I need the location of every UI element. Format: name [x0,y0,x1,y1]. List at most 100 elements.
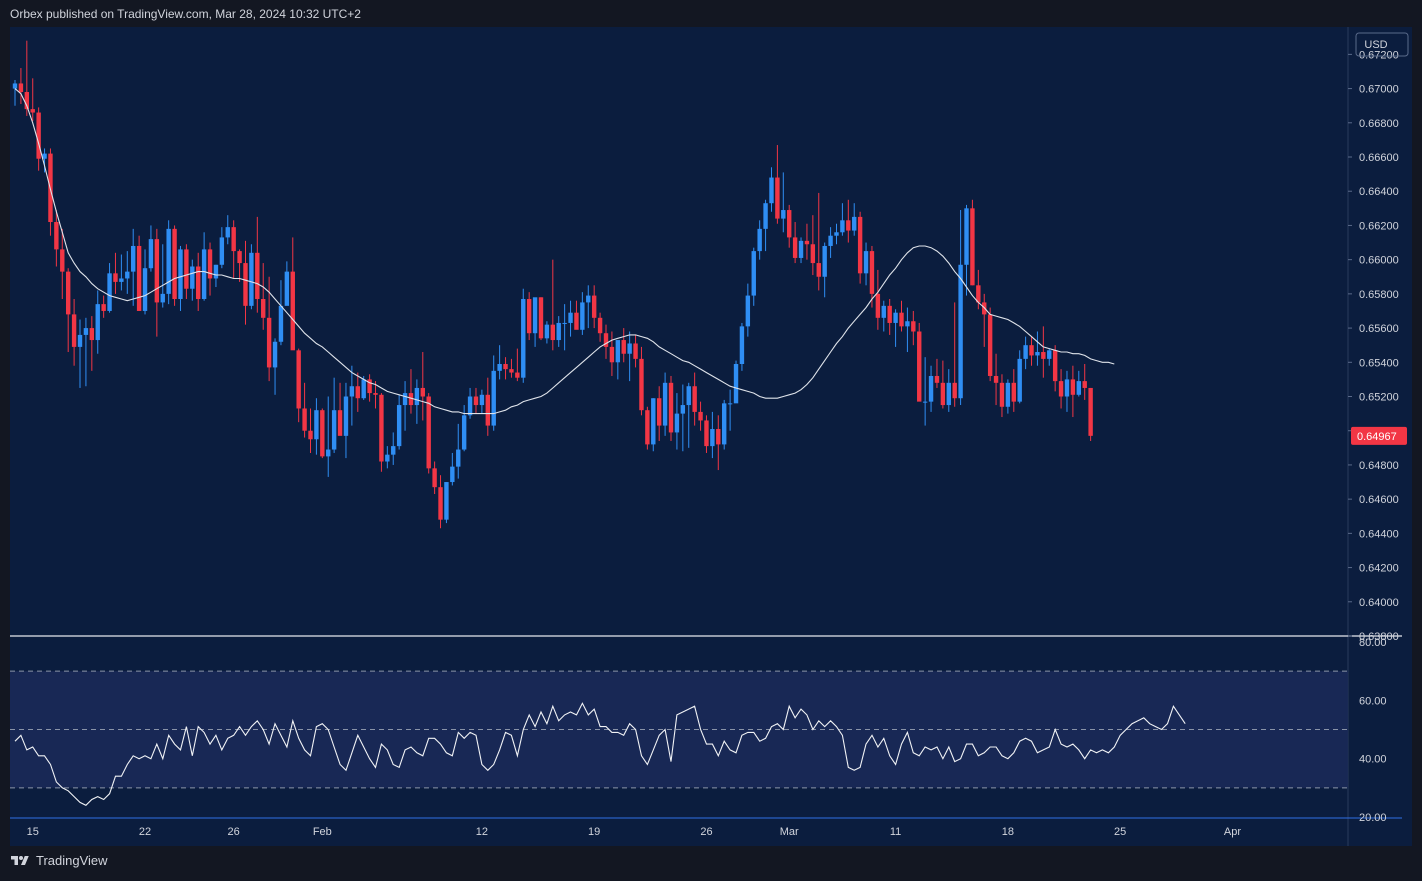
candle-body [107,273,112,311]
price-tick-label: 0.65800 [1359,289,1399,301]
candle-body [77,334,83,347]
candle-body [621,340,626,354]
candle-body [18,83,24,93]
candle-body [479,394,485,406]
time-tick-label: Feb [313,826,332,838]
candle-body [509,369,514,373]
candle-body [1005,382,1011,407]
candle-body [639,358,644,411]
candle-body [36,112,41,159]
candle-body [816,263,821,277]
price-tick-label: 0.65600 [1359,323,1399,335]
time-tick-label: 12 [476,826,488,838]
candle-body [131,245,136,272]
candle-body [426,396,431,469]
candle-body [745,295,751,327]
candle-body [940,382,946,406]
oscillator-tick-label: 40.00 [1359,754,1387,766]
candle-body [266,317,272,368]
candle-body [1035,352,1040,356]
candle-body [414,387,420,406]
price-tick-label: 0.64200 [1359,563,1399,575]
candle-body [284,271,290,306]
chart-frame[interactable]: 0.63800 0.64000 0.64200 0.64400 0.64600 0.648… [10,27,1412,846]
candle-body [651,398,656,445]
candle-body [190,266,195,289]
candle-body [987,314,993,376]
candle-body [12,83,18,89]
candle-body [1070,379,1076,395]
candle-body [83,328,89,335]
candle-body [881,305,886,318]
candle-body [1082,381,1087,388]
candle-body [219,237,225,265]
candle-body [272,341,278,368]
candle-body [302,408,307,431]
candle-body [320,410,325,457]
candle-body [787,210,792,238]
candle-body [905,321,910,327]
candle-body [1017,358,1022,402]
price-tick-label: 0.66600 [1359,152,1399,164]
candle-body [869,251,875,294]
candle-body [733,364,739,404]
chart-svg[interactable]: 0.63800 0.64000 0.64200 0.64400 0.64600 0.648… [10,27,1412,846]
candle-body [928,375,934,402]
candle-body [154,239,160,303]
candle-body [686,386,691,406]
candle-body [526,298,532,334]
candle-body [497,364,502,371]
candle-body [597,317,603,334]
candle-body [586,295,591,303]
candle-body [391,446,396,455]
price-tick-label: 0.67200 [1359,49,1399,61]
candle-body [231,227,236,252]
candle-body [314,410,319,440]
candle-body [166,228,171,294]
price-tick-label: 0.65400 [1359,357,1399,369]
candle-body [834,232,839,236]
time-tick-label: 18 [1002,826,1014,838]
candle-body [674,413,680,433]
price-tick-label: 0.64600 [1359,494,1399,506]
candle-body [804,240,810,245]
candle-body [261,298,266,318]
candle-body [1058,381,1064,397]
price-tick-label: 0.66000 [1359,255,1399,267]
candle-body [373,393,378,395]
candle-body [798,240,804,258]
candle-body [30,109,35,113]
tradingview-brand: TradingView [36,853,108,868]
candle-body [290,271,295,351]
candle-body [213,264,219,279]
candle-body [1029,345,1034,356]
candle-body [172,228,177,299]
price-tick-label: 0.64000 [1359,597,1399,609]
candle-body [852,216,857,231]
candle-body [521,298,526,378]
candle-body [828,235,833,246]
candle-body [550,324,556,341]
candle-body [201,249,207,299]
candle-body [408,393,414,406]
time-tick-label: 26 [228,826,240,838]
oscillator-tick-label: 60.00 [1359,695,1387,707]
candle-body [538,297,544,339]
candle-body [568,312,573,323]
candle-body [857,216,863,274]
currency-box[interactable] [1355,32,1409,57]
candle-body [515,372,520,378]
candle-body [775,177,780,219]
candle-body [178,249,183,299]
candle-body [993,375,999,383]
candle-body [964,208,969,265]
candle-body [355,386,360,399]
candle-body [633,343,638,359]
candle-body [225,227,230,238]
candle-body [656,398,662,426]
candle-body [420,387,425,397]
candle-body [609,346,615,363]
price-tick-label: 0.64800 [1359,460,1399,472]
candle-body [24,92,30,110]
candle-body [296,350,301,409]
